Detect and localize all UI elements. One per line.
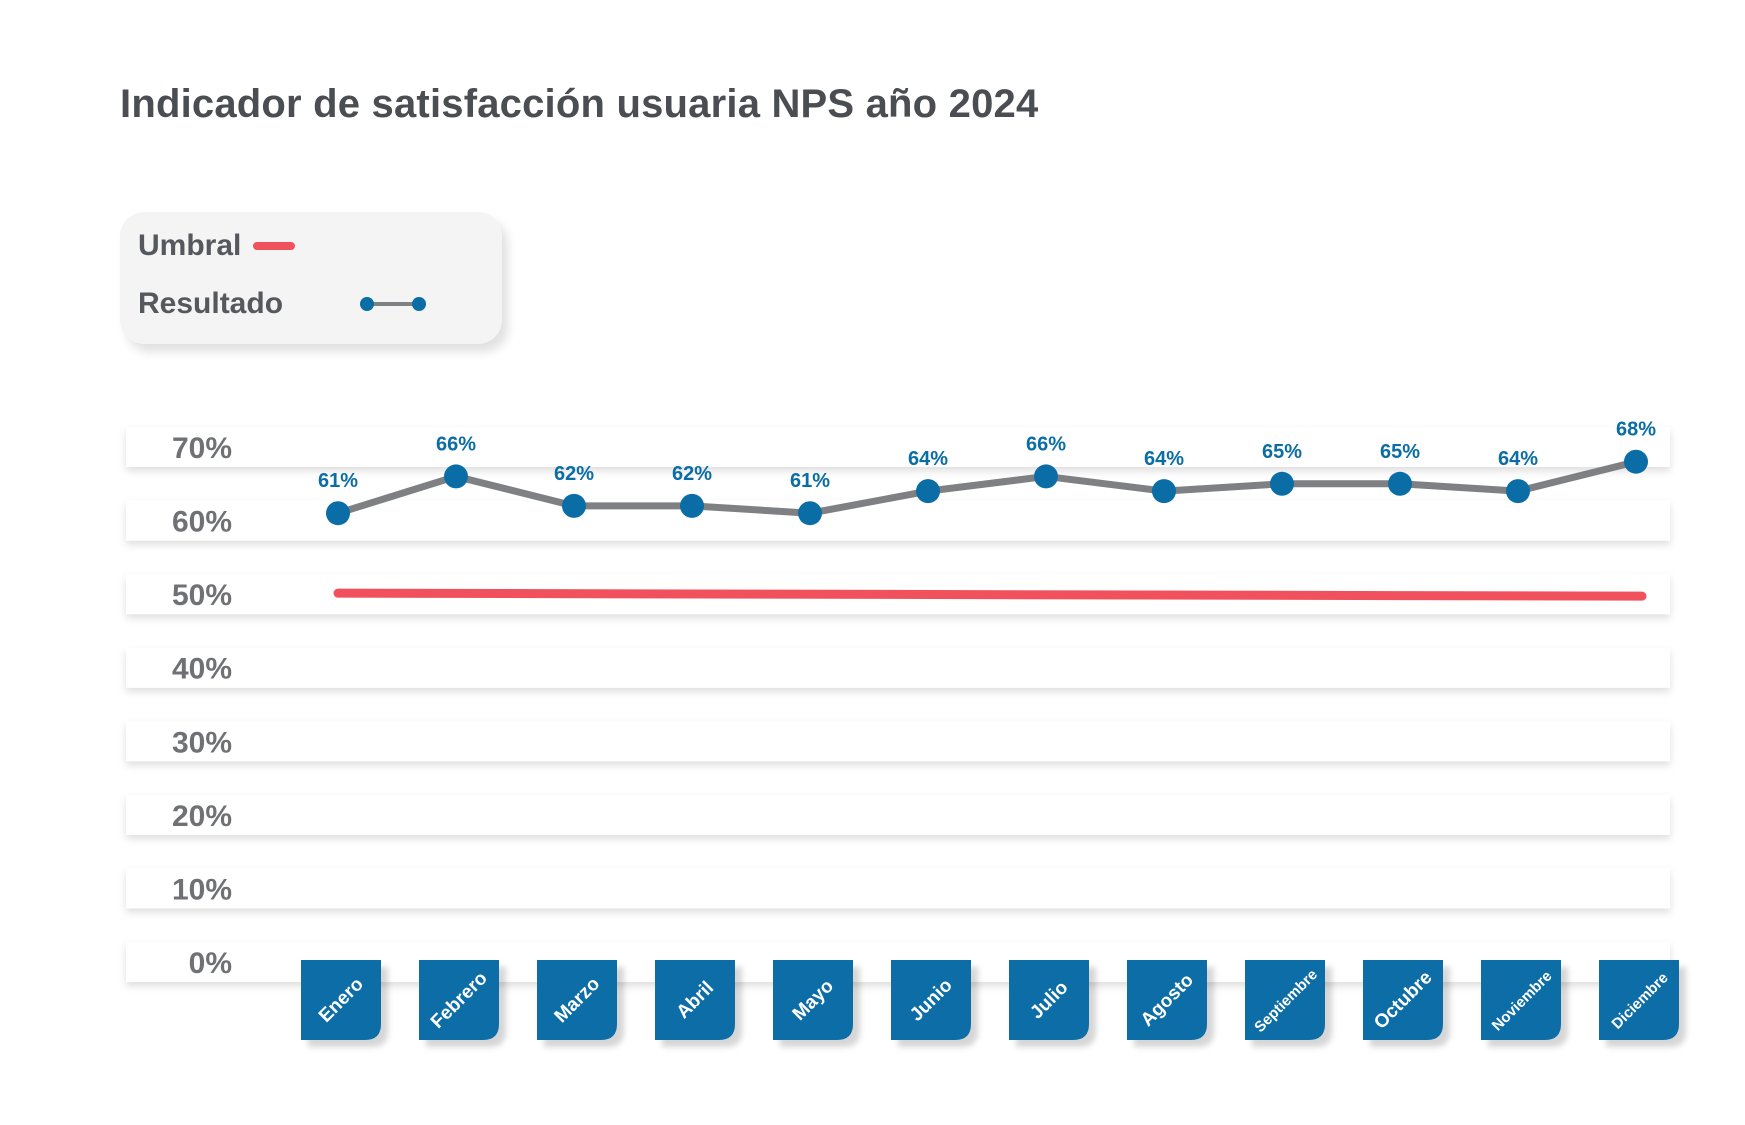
- legend-result-swatch: [360, 297, 426, 311]
- y-tick-label: 60%: [172, 506, 232, 539]
- threshold-series: [333, 588, 1647, 601]
- month-tile: Julio: [1009, 960, 1089, 1040]
- data-point: [444, 464, 468, 489]
- y-tick-label: 70%: [172, 432, 232, 465]
- grid-band: [126, 500, 1670, 541]
- data-point: [1270, 471, 1294, 496]
- data-label: 66%: [436, 433, 476, 455]
- grid-band: [126, 868, 1670, 909]
- data-label: 62%: [672, 463, 712, 485]
- threshold-line: [333, 588, 1647, 601]
- legend-threshold-swatch: [253, 242, 296, 250]
- y-tick-label: 40%: [172, 653, 232, 686]
- grid-band: [126, 647, 1670, 688]
- data-point: [798, 501, 822, 526]
- month-tile-bg: [301, 960, 381, 1040]
- grid-band: [126, 427, 1670, 467]
- y-axis: 0% 10% 20% 30% 40% 50% 60% 70%: [172, 432, 232, 980]
- y-tick-label: 10%: [172, 873, 232, 906]
- month-tile-bg: [1363, 960, 1443, 1040]
- month-tile-bg: [537, 960, 617, 1040]
- data-point: [562, 493, 586, 518]
- data-label: 61%: [318, 470, 358, 492]
- data-label: 65%: [1262, 441, 1302, 463]
- grid-band: [126, 721, 1670, 762]
- data-label: 66%: [1026, 433, 1066, 455]
- y-tick-label: 50%: [172, 579, 232, 612]
- data-point: [326, 501, 350, 526]
- month-tile: Febrero: [419, 960, 499, 1040]
- month-tile: Septiembre: [1245, 960, 1325, 1040]
- data-point: [1034, 464, 1058, 489]
- data-label: 61%: [790, 470, 830, 492]
- data-label: 68%: [1616, 419, 1656, 441]
- legend-threshold: Umbral: [138, 226, 296, 266]
- chart-title: Indicador de satisfacción usuaria NPS añ…: [120, 82, 1039, 126]
- month-tile: Octubre: [1363, 960, 1443, 1040]
- month-tile: Agosto: [1127, 960, 1207, 1040]
- month-tile: Noviembre: [1481, 960, 1561, 1040]
- y-tick-label: 30%: [172, 726, 232, 759]
- month-tile-bg: [1009, 960, 1089, 1040]
- month-tile-bg: [773, 960, 853, 1040]
- month-tile: Diciembre: [1599, 960, 1679, 1040]
- result-line: [334, 458, 1640, 517]
- month-tile-bg: [419, 960, 499, 1040]
- legend: Umbral Resultado: [120, 212, 502, 344]
- data-point: [1624, 449, 1648, 474]
- month-tile-bg: [1599, 960, 1679, 1040]
- data-label: 64%: [908, 448, 948, 470]
- data-label: 62%: [554, 463, 594, 485]
- month-tile: Abril: [655, 960, 735, 1040]
- month-tile: Mayo: [773, 960, 853, 1040]
- grid-band: [126, 794, 1670, 835]
- month-tile-bg: [1481, 960, 1561, 1040]
- data-point: [1152, 479, 1176, 504]
- data-point: [916, 479, 940, 504]
- month-tile: Marzo: [537, 960, 617, 1040]
- month-tile-bg: [891, 960, 971, 1040]
- month-tile: Junio: [891, 960, 971, 1040]
- month-tile-bg: [1127, 960, 1207, 1040]
- month-tile-bg: [655, 960, 735, 1040]
- legend-result-label: Resultado: [138, 287, 284, 320]
- month-tile: Enero: [301, 960, 381, 1040]
- data-point: [1506, 479, 1530, 504]
- data-label: 64%: [1498, 448, 1538, 470]
- legend-threshold-label: Umbral: [138, 229, 242, 262]
- data-label: 64%: [1144, 448, 1184, 470]
- data-label: 65%: [1380, 441, 1420, 463]
- y-tick-label: 20%: [172, 800, 232, 833]
- legend-result: Resultado: [138, 284, 426, 324]
- data-point: [680, 493, 704, 518]
- y-tick-label: 0%: [189, 947, 232, 980]
- month-tile-bg: [1245, 960, 1325, 1040]
- result-series: 61% 66% 62% 62% 61% 64% 66% 64% 65% 65% 64% 68%: [318, 419, 1656, 526]
- data-point: [1388, 471, 1412, 496]
- x-axis: Enero Febrero Marzo Abril Mayo Junio Julio Agos…: [301, 960, 1679, 1040]
